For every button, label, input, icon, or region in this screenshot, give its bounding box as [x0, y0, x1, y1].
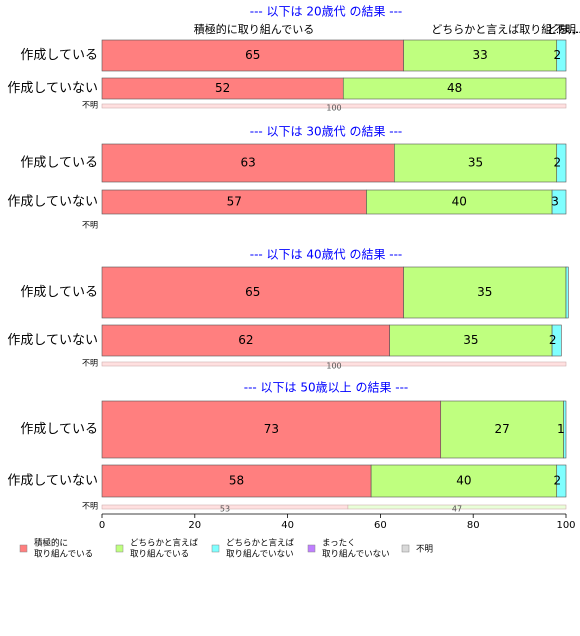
legend-swatch: [211, 544, 220, 553]
top-segment-label: どちらかと言えば取り組...: [431, 23, 563, 36]
group-title: --- 以下は 40歳代 の結果 ---: [250, 248, 403, 262]
data-label: 1: [557, 422, 565, 436]
bar-segment: [101, 400, 442, 459]
x-tick-label: 0: [99, 520, 105, 531]
legend-swatch: [19, 544, 28, 553]
legend-swatch: [307, 544, 316, 553]
legend-swatch: [401, 544, 410, 553]
data-label: 100: [326, 362, 341, 371]
bar-segment: [389, 324, 553, 357]
row-label: 作成している: [20, 422, 98, 437]
legend-label: 積極的に: [34, 538, 68, 549]
bar-segment: [370, 464, 558, 498]
x-tick-label: 80: [467, 520, 480, 531]
data-label: 65: [245, 48, 260, 62]
legend-label: 不明: [416, 545, 433, 555]
legend-label: 取り組んでいない: [226, 549, 294, 560]
bar-segment: [101, 464, 372, 498]
top-segment-label: ま...: [560, 23, 580, 36]
x-tick-label: 40: [281, 520, 294, 531]
data-label: 47: [452, 505, 462, 514]
x-tick-label: 100: [556, 520, 575, 531]
row-label: 不明: [82, 359, 98, 368]
bar-segment: [101, 39, 404, 72]
row-label: 不明: [82, 101, 98, 110]
data-label: 62: [238, 333, 253, 347]
bar-segment: [403, 266, 567, 319]
data-label: 2: [549, 333, 557, 347]
data-label: 57: [227, 195, 242, 209]
bar-segment: [101, 143, 395, 183]
group-title: --- 以下は 20歳代 の結果 ---: [250, 5, 403, 19]
x-tick-label: 60: [374, 520, 387, 531]
group-title: --- 以下は 50歳以上 の結果 ---: [244, 381, 409, 395]
data-label: 48: [447, 81, 462, 95]
data-label: 27: [495, 422, 510, 436]
data-label: 35: [468, 156, 483, 170]
top-segment-label: 不明: [554, 23, 576, 36]
legend-label: 取り組んでいる: [130, 549, 189, 560]
legend-label: どちらかと言えば: [226, 538, 295, 549]
bar-segment: [394, 143, 558, 183]
row-label: 作成している: [20, 48, 98, 63]
bar-segment: [563, 400, 567, 459]
data-label: 35: [463, 333, 478, 347]
x-tick-label: 20: [188, 520, 201, 531]
legend-label: 取り組んでいない: [322, 549, 390, 560]
bar-segment: [101, 361, 567, 367]
data-label: 2: [554, 474, 562, 488]
bar-segment: [551, 189, 567, 215]
bar-segment: [556, 464, 567, 498]
bar-segment: [551, 324, 562, 357]
data-label: 40: [456, 474, 471, 488]
bar-segment: [556, 143, 567, 183]
row-label: 作成していない: [7, 474, 98, 489]
row-label: 作成している: [20, 156, 98, 171]
group-title: --- 以下は 30歳代 の結果 ---: [250, 125, 403, 139]
bar-segment: [440, 400, 564, 459]
row-label: 作成していない: [7, 195, 98, 210]
data-label: 33: [473, 48, 488, 62]
bar-segment: [556, 39, 567, 72]
bar-segment: [101, 103, 567, 109]
bar-segment: [101, 324, 390, 357]
data-label: 58: [229, 474, 244, 488]
row-label: 作成していない: [7, 81, 98, 96]
bar-segment: [101, 189, 367, 215]
data-label: 73: [264, 422, 279, 436]
bar-segment: [565, 266, 569, 319]
legend-label: どちらかと言えば: [130, 538, 199, 549]
data-label: 35: [477, 285, 492, 299]
data-label: 52: [215, 81, 230, 95]
data-label: 63: [241, 156, 256, 170]
data-label: 3: [551, 195, 559, 209]
data-label: 2: [554, 48, 562, 62]
data-label: 53: [220, 505, 230, 514]
legend-label: まったく: [322, 539, 356, 549]
data-label: 100: [326, 104, 341, 113]
row-label: 作成している: [20, 285, 98, 300]
legend-swatch: [115, 544, 124, 553]
legend-label: 取り組んでいる: [34, 549, 93, 560]
bar-segment: [366, 189, 553, 215]
top-segment-label: どち...: [547, 23, 580, 36]
row-label: 不明: [82, 221, 98, 230]
bar-segment: [342, 77, 567, 100]
row-label: 作成していない: [7, 333, 98, 348]
data-label: 2: [554, 156, 562, 170]
data-label: 65: [245, 285, 260, 299]
row-label: 不明: [82, 502, 98, 511]
bar-segment: [347, 504, 567, 510]
data-label: 40: [452, 195, 467, 209]
top-segment-label: 積極的に取り組んでいる: [194, 22, 314, 36]
